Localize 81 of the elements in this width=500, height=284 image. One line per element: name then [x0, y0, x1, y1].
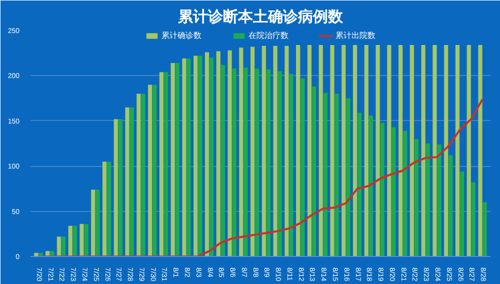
bar	[334, 94, 339, 256]
bar	[392, 127, 396, 256]
bar	[414, 138, 419, 256]
bar	[448, 155, 453, 256]
bar	[460, 172, 464, 256]
bar	[482, 202, 487, 256]
bar	[114, 119, 118, 256]
bar	[376, 44, 380, 256]
bar	[278, 71, 282, 256]
bar	[244, 68, 248, 256]
bar	[284, 46, 289, 256]
bar	[466, 44, 471, 256]
bar	[152, 84, 157, 256]
line-series	[37, 98, 484, 256]
bar	[330, 44, 334, 256]
bar	[410, 44, 414, 256]
bar	[342, 44, 346, 256]
bar	[426, 144, 430, 256]
bar	[170, 63, 175, 256]
bar	[437, 144, 442, 256]
bar	[220, 64, 225, 256]
bar	[216, 51, 220, 256]
bar	[72, 226, 77, 256]
bar	[61, 236, 66, 256]
bar	[84, 224, 88, 256]
bar	[68, 226, 72, 256]
chart-title: 累计诊断本土确诊病例数	[177, 8, 344, 26]
legend-label: 累计确诊数	[162, 30, 202, 41]
bar	[352, 44, 358, 256]
bar	[262, 46, 266, 256]
bar	[186, 58, 191, 256]
bar	[198, 56, 202, 256]
bar	[266, 69, 271, 256]
bar	[130, 107, 134, 256]
bar	[478, 44, 482, 256]
bar	[239, 48, 244, 256]
bar	[136, 94, 141, 256]
bar	[346, 98, 350, 256]
bar	[228, 50, 232, 256]
bar	[141, 94, 146, 256]
bar	[102, 162, 107, 256]
bar	[312, 86, 316, 256]
legend-label: 累计出院数	[336, 30, 376, 41]
bar	[444, 44, 448, 256]
bar	[182, 58, 186, 256]
bar	[91, 190, 96, 256]
bar	[255, 68, 260, 256]
bar	[300, 78, 305, 256]
bar	[368, 115, 373, 256]
bar	[80, 224, 84, 256]
bar	[432, 44, 437, 256]
bar	[118, 119, 122, 256]
bar	[323, 92, 328, 256]
bar	[455, 44, 460, 256]
bar	[164, 72, 168, 256]
bar	[380, 122, 384, 256]
bar	[125, 107, 130, 256]
bar	[289, 74, 294, 256]
bar	[403, 130, 408, 256]
bar	[398, 44, 403, 256]
bar	[96, 190, 100, 256]
bar	[159, 72, 164, 256]
bar	[387, 44, 392, 256]
bar	[273, 46, 278, 256]
legend-label: 在院治疗数	[248, 30, 288, 41]
bar	[318, 44, 323, 256]
bar	[175, 63, 180, 256]
bar	[307, 44, 312, 256]
bar	[296, 44, 300, 256]
bar	[364, 44, 368, 256]
bar	[56, 236, 62, 256]
bar	[148, 84, 152, 256]
bar	[358, 112, 362, 256]
bar	[107, 162, 112, 256]
bar	[194, 56, 198, 256]
bar	[204, 52, 210, 256]
bar	[421, 44, 426, 256]
bar	[471, 182, 476, 256]
bar	[209, 58, 214, 256]
bar	[232, 68, 236, 256]
bar	[250, 46, 255, 256]
